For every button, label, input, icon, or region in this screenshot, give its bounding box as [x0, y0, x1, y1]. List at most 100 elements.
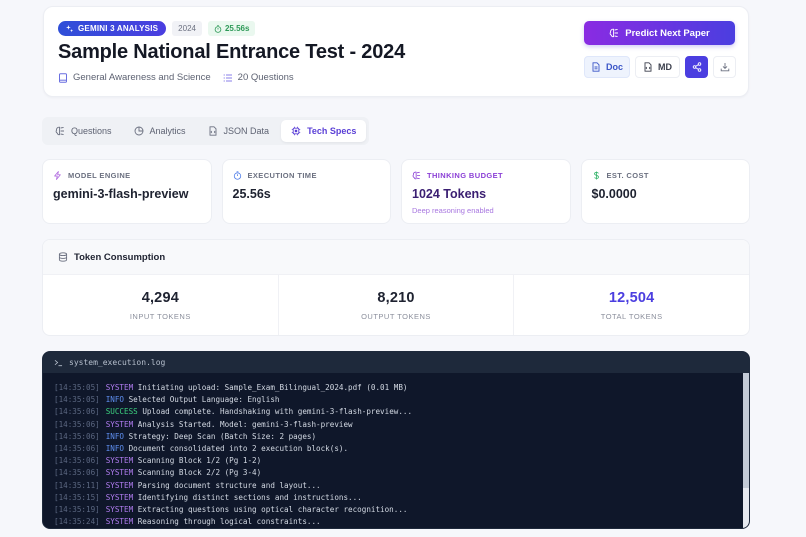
download-button[interactable] [713, 56, 736, 78]
ai-analysis-badge: GEMINI 3 ANALYSIS [58, 21, 167, 36]
log-timestamp: [14:35:06] [54, 468, 100, 478]
total-tokens: 12,504 TOTAL TOKENS [514, 275, 749, 335]
log-line: [14:35:11] SYSTEM Parsing document struct… [54, 480, 732, 492]
file-code-icon [209, 126, 216, 136]
log-line: [14:35:06] INFO Document consolidated int… [54, 443, 732, 455]
thinking-budget-value: 1024 Tokens [412, 187, 487, 201]
stat-thinking-budget: THINKING BUDGET 1024 Tokens Deep reasoni… [401, 159, 571, 224]
thinking-budget-note: Deep reasoning enabled [412, 206, 494, 215]
time-badge-label: 25.56s [224, 24, 250, 33]
input-tokens-value: 4,294 [141, 290, 179, 306]
brain-icon [412, 171, 421, 180]
log-line: [14:35:15] SYSTEM Identifying distinct se… [54, 492, 732, 504]
log-line: [14:35:06] SUCCESS Upload complete. Hands… [54, 406, 732, 418]
meta-row: General Awareness and Science 20 Questio… [58, 72, 294, 83]
log-level: SYSTEM [105, 492, 134, 502]
log-scrollbar-thumb[interactable] [743, 373, 749, 488]
log-header: system_execution.log [43, 352, 749, 373]
stat-label: EST. COST [592, 171, 740, 180]
share-icon [692, 62, 701, 72]
token-consumption-header: Token Consumption [43, 240, 749, 275]
tab-tech-specs[interactable]: Tech Specs [281, 120, 367, 142]
execution-time-value: 25.56s [232, 187, 271, 201]
log-timestamp: [14:35:05] [54, 383, 100, 392]
sparkles-icon [66, 24, 74, 32]
log-lines: [14:35:05] SYSTEM Initiating upload: Samp… [43, 373, 743, 528]
stat-label: MODEL ENGINE [53, 171, 201, 180]
log-timestamp: [14:35:05] [54, 395, 100, 405]
stat-model-engine: MODEL ENGINE gemini-3-flash-preview [42, 159, 212, 224]
total-tokens-label: TOTAL TOKENS [600, 312, 663, 321]
page-title: Sample National Entrance Test - 2024 [58, 41, 405, 63]
tab-analytics-label: Analytics [149, 126, 186, 136]
log-level: SYSTEM [105, 456, 134, 466]
tab-bar: Questions Analytics JSON Data Tech Specs [42, 117, 370, 145]
log-level: INFO [105, 444, 125, 454]
log-message: Identifying distinct sections and instru… [137, 492, 362, 502]
log-message: Scanning Block 1/2 (Pg 1-2) [137, 456, 262, 466]
log-line: [14:35:06] INFO Strategy: Deep Scan (Batc… [54, 431, 732, 443]
md-label: MD [658, 62, 672, 72]
log-level: SUCCESS [105, 407, 138, 417]
log-line: [14:35:24] SYSTEM Reasoning through logic… [54, 516, 732, 528]
log-message: Scanning Block 2/2 (Pg 3-4) [137, 468, 262, 478]
output-tokens: 8,210 OUTPUT TOKENS [279, 275, 515, 335]
thinking-budget-label: THINKING BUDGET [427, 171, 503, 180]
tab-tech-specs-label: Tech Specs [307, 126, 357, 136]
token-consumption-panel: Token Consumption 4,294 INPUT TOKENS 8,2… [42, 239, 750, 336]
log-title: system_execution.log [69, 358, 166, 367]
model-engine-label: MODEL ENGINE [68, 171, 131, 180]
log-level: SYSTEM [105, 517, 134, 527]
log-level: SYSTEM [105, 468, 134, 478]
pie-chart-icon [134, 126, 143, 136]
tab-questions[interactable]: Questions [45, 120, 122, 142]
log-scrollbar[interactable] [743, 373, 749, 528]
share-button[interactable] [685, 56, 708, 78]
database-icon [58, 252, 68, 262]
log-message: Analysis Started. Model: gemini-3-flash-… [137, 419, 353, 429]
log-level: INFO [105, 395, 125, 405]
log-message: Upload complete. Handshaking with gemini… [142, 407, 413, 417]
export-md-button[interactable]: MD [635, 56, 680, 78]
log-message: Initiating upload: Sample_Exam_Bilingual… [137, 383, 408, 392]
timer-icon [214, 24, 222, 33]
model-engine-value: gemini-3-flash-preview [53, 187, 189, 201]
log-timestamp: [14:35:06] [54, 407, 100, 417]
output-tokens-value: 8,210 [377, 290, 415, 306]
log-timestamp: [14:35:06] [54, 456, 100, 466]
log-line: [14:35:05] INFO Selected Output Language:… [54, 394, 732, 406]
export-doc-button[interactable]: Doc [584, 56, 630, 78]
token-consumption-title: Token Consumption [74, 251, 166, 263]
tab-analytics[interactable]: Analytics [124, 120, 196, 142]
download-icon [720, 63, 729, 72]
tab-json-data[interactable]: JSON Data [198, 120, 280, 142]
log-message: Strategy: Deep Scan (Batch Size: 2 pages… [128, 431, 317, 441]
log-message: Reasoning through logical constraints... [137, 517, 321, 527]
log-timestamp: [14:35:24] [54, 517, 100, 527]
log-message: Document consolidated into 2 execution b… [128, 444, 349, 454]
total-tokens-value: 12,504 [608, 290, 655, 306]
stat-execution-time: EXECUTION TIME 25.56s [221, 159, 391, 224]
log-timestamp: [14:35:06] [54, 419, 100, 429]
predict-next-paper-button[interactable]: Predict Next Paper [584, 21, 735, 45]
log-level: INFO [105, 431, 125, 441]
book-icon [59, 72, 67, 83]
log-timestamp: [14:35:19] [54, 505, 100, 515]
log-message: Selected Output Language: English [128, 395, 280, 405]
execution-log-panel: system_execution.log [14:35:05] SYSTEM In… [42, 351, 750, 529]
log-timestamp: [14:35:15] [54, 492, 100, 502]
doc-label: Doc [605, 62, 623, 72]
token-stats: 4,294 INPUT TOKENS 8,210 OUTPUT TOKENS 1… [43, 275, 749, 335]
badge-row: GEMINI 3 ANALYSIS 2024 25.56s [58, 21, 256, 36]
year-badge: 2024 [172, 21, 202, 36]
input-tokens: 4,294 INPUT TOKENS [43, 275, 279, 335]
questions-count: 20 Questions [237, 72, 294, 83]
est-cost-value: $0.0000 [591, 187, 637, 201]
brain-icon [609, 28, 619, 38]
terminal-icon [54, 359, 63, 366]
export-actions: Doc MD [584, 56, 736, 78]
zap-icon [54, 171, 61, 180]
log-level: SYSTEM [105, 383, 134, 392]
log-message: Extracting questions using optical chara… [137, 505, 408, 515]
